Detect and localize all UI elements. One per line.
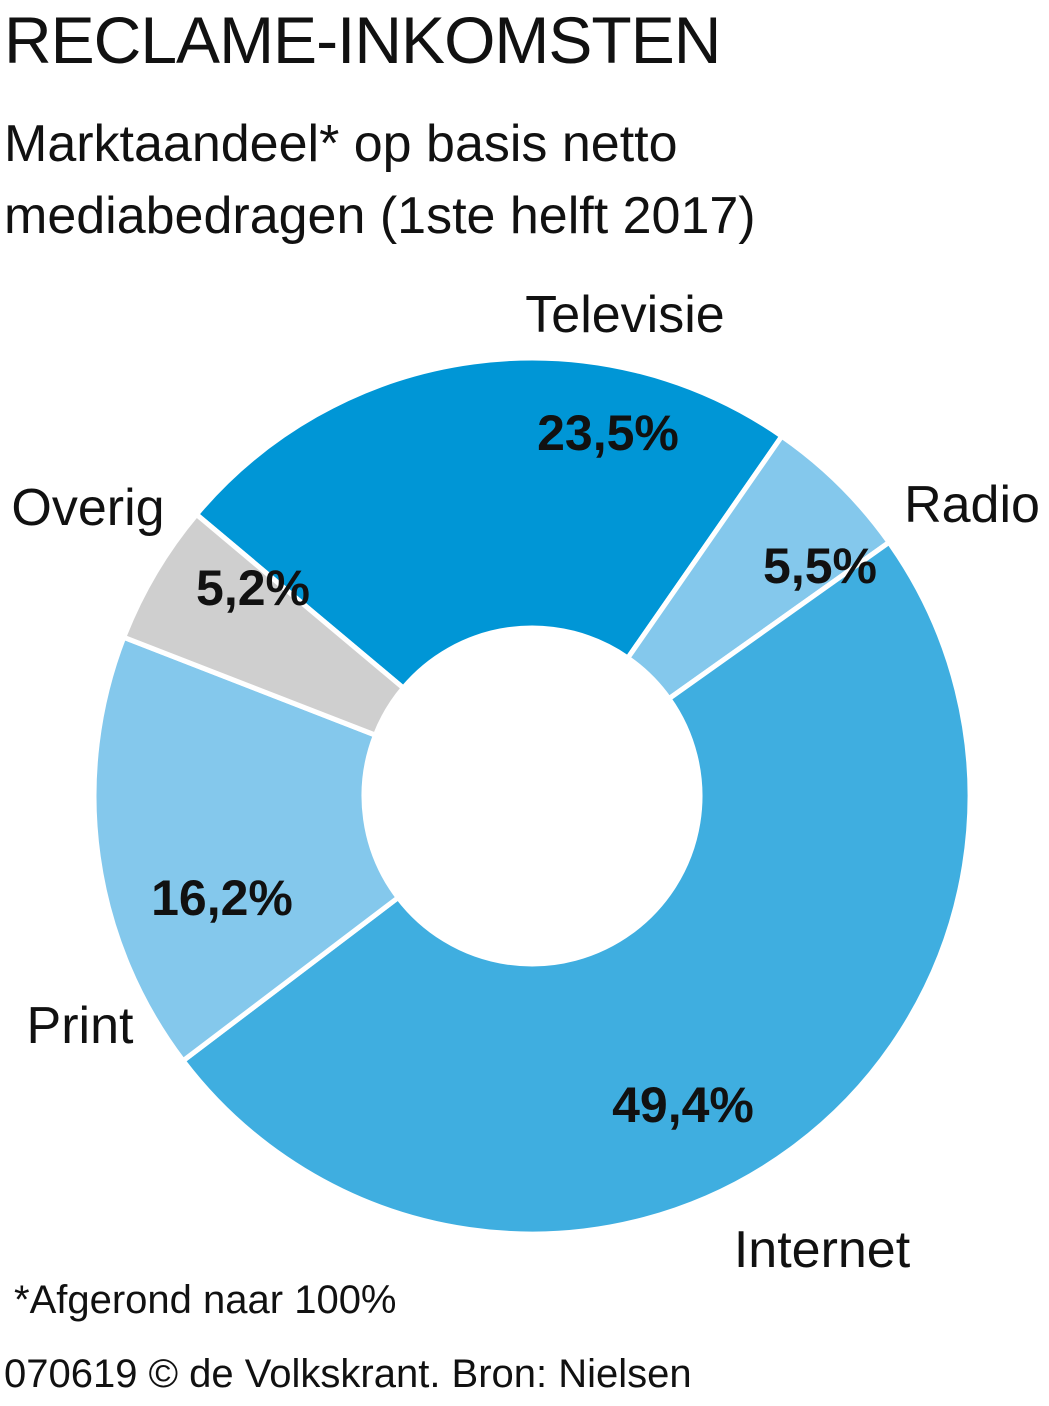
slice-televisie <box>192 355 786 692</box>
category-label-print: Print <box>27 997 134 1055</box>
chart-subtitle: Marktaandeel* op basis netto mediabedrag… <box>4 108 1044 252</box>
source-credit: 070619 © de Volkskrant. Bron: Nielsen <box>4 1352 692 1396</box>
value-label-televisie: 23,5% <box>537 405 679 461</box>
category-label-televisie: Televisie <box>525 286 724 344</box>
chart-title: RECLAME-INKOMSTEN <box>4 3 721 77</box>
subtitle-line-2: mediabedragen (1ste helft 2017) <box>4 187 756 245</box>
category-label-overig: Overig <box>11 479 164 537</box>
slice-overig <box>120 510 407 739</box>
donut-slices <box>91 355 973 1237</box>
value-label-internet: 49,4% <box>612 1077 754 1133</box>
subtitle-line-1: Marktaandeel* op basis netto <box>4 115 678 173</box>
value-label-print: 16,2% <box>151 870 293 926</box>
value-label-overig: 5,2% <box>196 560 310 616</box>
value-label-radio: 5,5% <box>763 538 877 594</box>
category-label-radio: Radio <box>904 476 1040 534</box>
category-label-internet: Internet <box>734 1221 911 1279</box>
slice-print <box>91 634 402 1065</box>
donut-labels: Televisie 23,5% Radio 5,5% Internet 49,4% Prin… <box>11 286 1040 1279</box>
footnote: *Afgerond naar 100% <box>14 1278 397 1322</box>
slice-internet <box>179 538 973 1237</box>
